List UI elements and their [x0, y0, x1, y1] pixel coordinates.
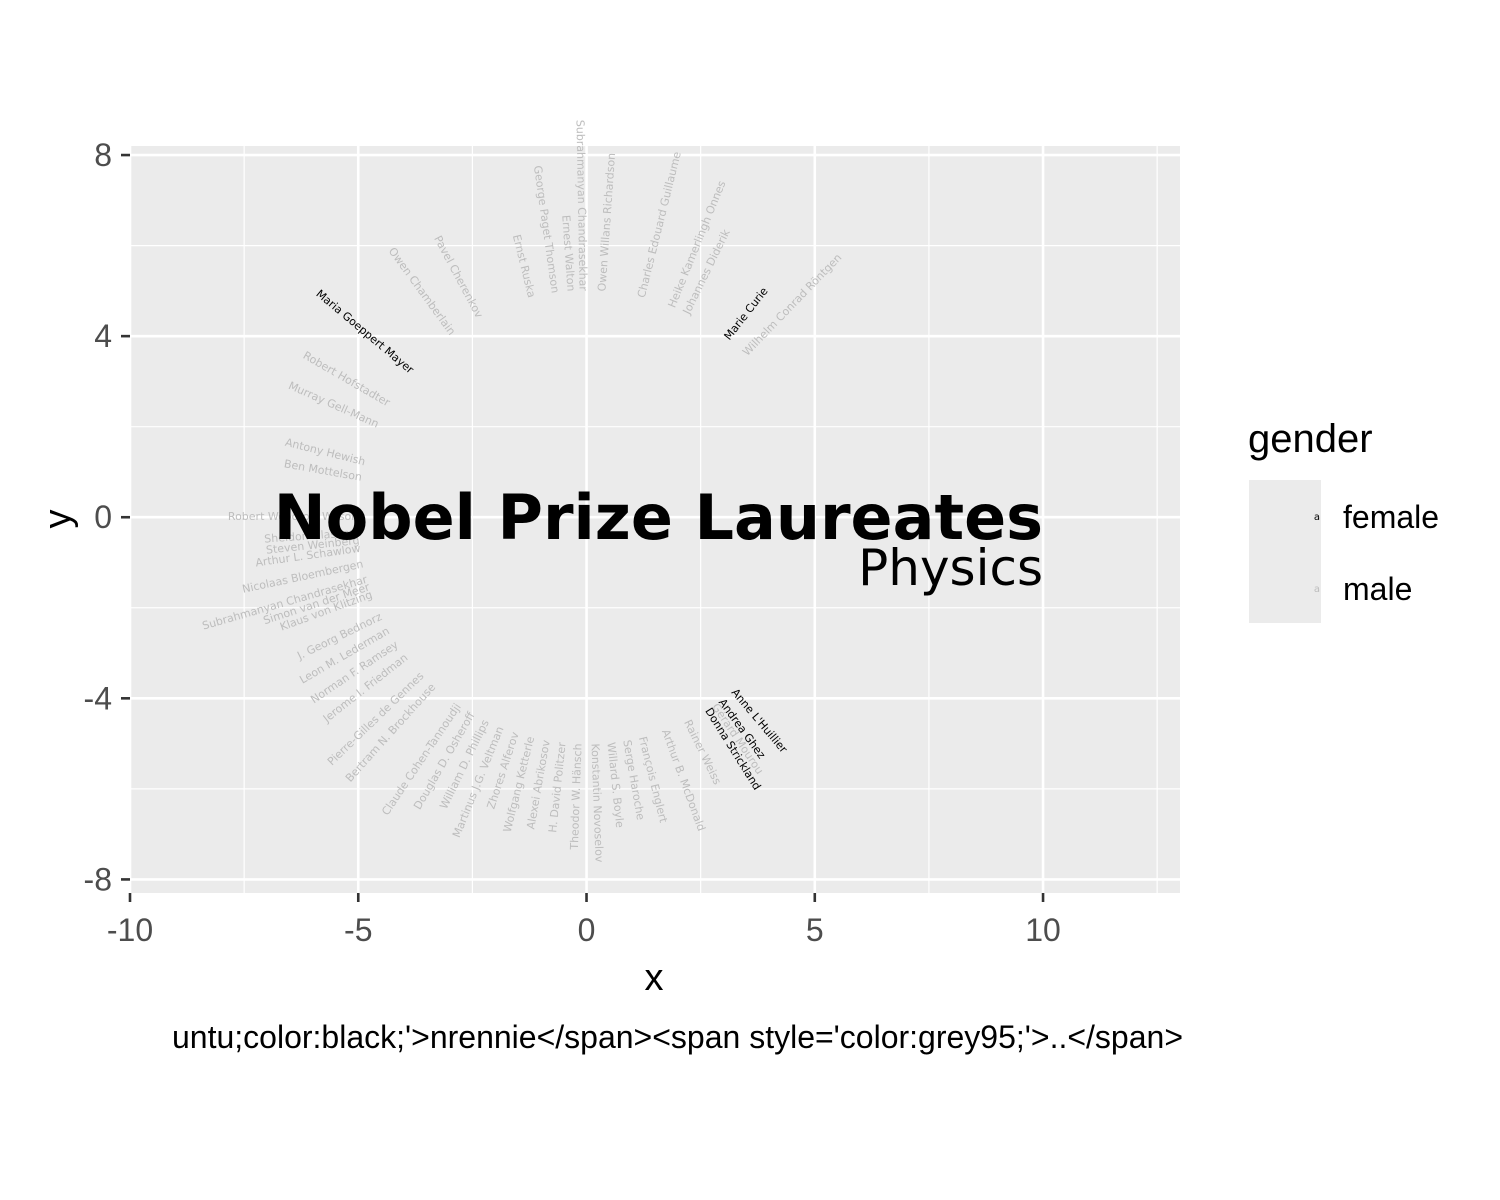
legend-key-male [1249, 552, 1321, 623]
grid-major [128, 146, 1180, 893]
legend-key-female [1249, 480, 1321, 552]
y-tick-label: -8 [84, 861, 112, 897]
y-tick-label: -4 [84, 680, 112, 716]
laureate-label: Subrahmanyan Chandrasekhar [574, 120, 590, 292]
caption: untu;color:black;'>nrennie</span><span s… [172, 1019, 1183, 1055]
x-tick-label: -10 [107, 912, 153, 948]
legend: gender a female a male [1248, 417, 1439, 623]
annotation-title: Nobel Prize Laureates [274, 481, 1043, 554]
legend-title: gender [1248, 417, 1373, 461]
y-tick-label: 4 [94, 318, 112, 354]
y-tick-label: 8 [94, 137, 112, 173]
grid-minor [130, 146, 1180, 893]
y-axis: -8 -4 0 4 8 [84, 137, 130, 897]
legend-label-female: female [1343, 499, 1439, 535]
plot-panel [130, 146, 1180, 893]
y-axis-title: y [37, 510, 79, 529]
laureate-label: Robert Woodrow Wilson [228, 510, 358, 523]
x-tick-label: 0 [578, 912, 596, 948]
legend-key-female-glyph: a [1314, 512, 1320, 523]
laureate-label: Theodor W. Hänsch [568, 743, 585, 851]
x-tick-label: -5 [344, 912, 372, 948]
annotation-subtitle: Physics [858, 539, 1043, 597]
laureate-label: Konstantin Novoselov [588, 743, 605, 863]
legend-label-male: male [1343, 571, 1412, 607]
laureate-label: Ernest Walton [559, 215, 577, 292]
x-axis: -10 -5 0 5 10 [107, 893, 1061, 948]
x-tick-label: 5 [806, 912, 824, 948]
x-tick-label: 10 [1025, 912, 1061, 948]
x-axis-title: x [645, 957, 664, 999]
y-tick-label: 0 [94, 499, 112, 535]
legend-key-male-glyph: a [1314, 584, 1320, 595]
